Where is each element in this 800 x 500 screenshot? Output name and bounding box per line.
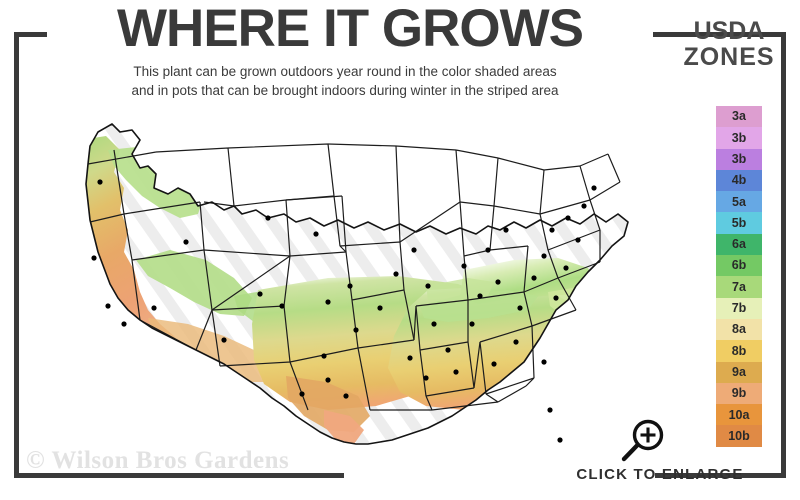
legend-swatch-3a-0: 3a — [716, 106, 762, 128]
legend-swatch-6a-6: 6a — [716, 233, 762, 256]
legend-swatch-6b-7: 6b — [716, 255, 762, 277]
page-title: WHERE IT GROWS — [117, 0, 584, 58]
zone-wash-ohio-valley — [426, 278, 494, 302]
frame-right-border — [781, 32, 786, 478]
legend-title-line-2: ZONES — [683, 43, 775, 71]
frame-top-right-border — [653, 32, 786, 37]
frame-bottom-right-border — [655, 473, 786, 478]
zone-wash-florida — [526, 372, 574, 444]
zone-wash-great-basin-green — [136, 250, 252, 316]
page-subtitle: This plant can be grown outdoors year ro… — [45, 62, 645, 100]
legend-swatch-7a-8: 7a — [716, 276, 762, 298]
legend-swatch-9a-12: 9a — [716, 361, 762, 383]
watermark-copyright: © Wilson Bros Gardens — [26, 447, 290, 474]
usda-hardiness-zone-map[interactable] — [28, 110, 648, 460]
usda-zone-legend: 3a 3b 3b 4b 5a 5b 6a 6b 7a 7b 8a 8b 9a 9b 10a 10b — [716, 106, 762, 447]
map-state-borders — [87, 143, 621, 411]
magnifier-plus-icon[interactable] — [618, 418, 668, 464]
zone-wash-rio-grande — [324, 410, 364, 444]
legend-swatch-7b-9: 7b — [716, 297, 762, 319]
map-city-dots — [91, 179, 597, 443]
legend-title: USDA ZONES — [660, 18, 798, 70]
subtitle-line-2: and in pots that can be brought indoors … — [131, 83, 559, 98]
subtitle-line-1: This plant can be grown outdoors year ro… — [133, 64, 557, 79]
legend-swatch-9b-13: 9b — [716, 382, 762, 405]
zone-wash-pacific-coast — [86, 136, 184, 372]
legend-swatch-8b-11: 8b — [716, 340, 762, 362]
legend-swatch-8a-10: 8a — [716, 318, 762, 341]
legend-swatch-4b-3: 4b — [716, 169, 762, 192]
frame-top-left-border — [14, 32, 47, 37]
map-national-outline — [85, 123, 629, 445]
zone-wash-coastal-carolina — [548, 286, 610, 326]
legend-swatch-10a-14: 10a — [716, 404, 762, 426]
legend-title-line-1: USDA — [693, 17, 765, 45]
frame-bottom-left-border — [14, 473, 344, 478]
frame-left-border — [14, 32, 19, 478]
legend-swatch-10b-15: 10b — [716, 425, 762, 447]
legend-swatch-3b-1: 3b — [716, 127, 762, 149]
legend-swatch-3b-2: 3b — [716, 148, 762, 170]
legend-swatch-5a-4: 5a — [716, 191, 762, 213]
legend-swatch-5b-5: 5b — [716, 212, 762, 234]
zone-wash-southwest-warm — [148, 318, 274, 382]
click-to-enlarge-label[interactable]: CLICK TO ENLARGE — [576, 466, 744, 483]
